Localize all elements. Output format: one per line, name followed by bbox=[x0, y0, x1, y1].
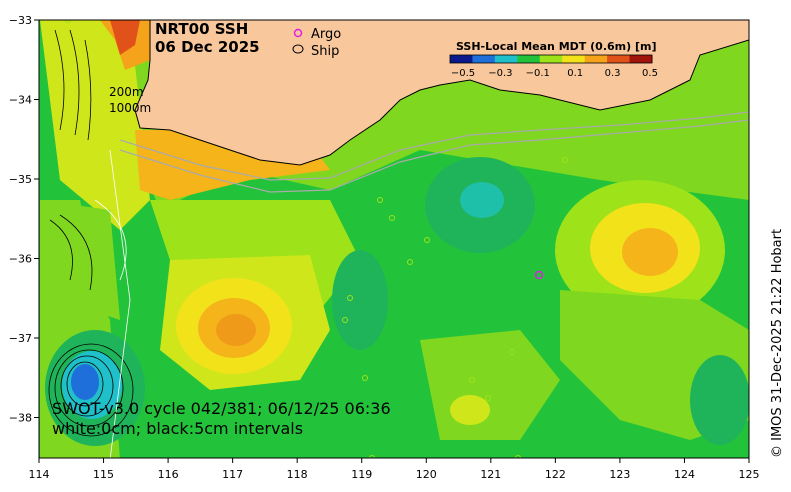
depth-label-1000m: 1000m bbox=[109, 101, 151, 115]
colorbar-tick-label: −0.5 bbox=[451, 68, 475, 79]
ship-legend-label: Ship bbox=[311, 44, 339, 59]
ssh-low-patch-southeast bbox=[690, 355, 749, 445]
y-tick-label: −37 bbox=[9, 332, 32, 345]
x-tick-label: 115 bbox=[93, 468, 114, 481]
colorbar-segment bbox=[450, 55, 473, 63]
x-tick-label: 118 bbox=[287, 468, 308, 481]
colorbar-segment bbox=[607, 55, 631, 63]
argo-legend-label: Argo bbox=[311, 27, 341, 42]
ssh-west-low-core bbox=[71, 364, 99, 400]
isobath-200m bbox=[119, 111, 749, 181]
map-field bbox=[39, 20, 749, 458]
x-tick-label: 114 bbox=[29, 468, 50, 481]
ssh-warm-eddy-core bbox=[216, 314, 256, 346]
colorbar-segment bbox=[629, 55, 653, 63]
x-tick-label: 122 bbox=[545, 468, 566, 481]
y-axis: −33 −34 −35 −36 −37 −38 bbox=[9, 14, 39, 425]
y-tick-label: −33 bbox=[9, 14, 32, 27]
y-tick-label: −34 bbox=[9, 94, 32, 107]
ship-legend-icon bbox=[292, 44, 304, 54]
x-tick-label: 116 bbox=[158, 468, 179, 481]
x-tick-label: 119 bbox=[351, 468, 372, 481]
ssh-small-high-south bbox=[450, 395, 490, 425]
x-tick-label: 117 bbox=[222, 468, 243, 481]
ssh-low-patch-central bbox=[332, 250, 388, 350]
colorbar-title: SSH-Local Mean MDT (0.6m) [m] bbox=[456, 40, 656, 53]
colorbar-tick-label: −0.3 bbox=[488, 68, 512, 79]
colorbar-segment bbox=[539, 55, 563, 63]
x-axis: 114 115 116 117 118 119 120 121 122 123 124 125 bbox=[29, 458, 760, 481]
x-tick-label: 120 bbox=[416, 468, 437, 481]
argo-legend-icon bbox=[293, 28, 303, 38]
swot-annotation-line2: white:0cm; black:5cm intervals bbox=[52, 419, 303, 438]
colorbar-tick-label: 0.5 bbox=[642, 68, 658, 79]
isobath-1000m bbox=[119, 119, 749, 193]
ssh-region-yellowgreen-west bbox=[40, 20, 150, 230]
map-title-line1: NRT00 SSH bbox=[155, 20, 248, 38]
y-tick-label: −35 bbox=[9, 173, 32, 186]
x-tick-label: 125 bbox=[739, 468, 760, 481]
colorbar-ticks: −0.5 −0.3 −0.1 0.1 0.3 0.5 bbox=[451, 68, 658, 79]
imos-credit: © IMOS 31-Dec-2025 21:22 Hobart bbox=[770, 229, 785, 458]
depth-label-200m: 200m bbox=[109, 85, 144, 99]
plot-frame bbox=[38, 19, 750, 459]
x-tick-label: 121 bbox=[480, 468, 501, 481]
map-title-line2: 06 Dec 2025 bbox=[155, 38, 260, 56]
x-tick-label: 123 bbox=[609, 468, 630, 481]
x-tick-label: 124 bbox=[674, 468, 695, 481]
float-markers bbox=[65, 20, 568, 458]
colorbar-segment bbox=[472, 55, 496, 63]
ssh-nw-red-core bbox=[110, 20, 140, 55]
argo-float-marker bbox=[534, 270, 544, 280]
colorbar-tick-label: 0.1 bbox=[567, 68, 583, 79]
colorbar-frame bbox=[449, 54, 653, 64]
ssh-cold-eddy-core bbox=[460, 182, 504, 218]
black-contours bbox=[48, 29, 134, 437]
swot-annotation-line1: SWOT-v3.0 cycle 042/381; 06/12/25 06:36 bbox=[52, 399, 391, 418]
colorbar-segment bbox=[562, 55, 586, 63]
y-tick-label: −38 bbox=[9, 412, 32, 425]
colorbar-tick-label: 0.3 bbox=[605, 68, 621, 79]
colorbar-segment bbox=[584, 55, 608, 63]
colorbar bbox=[449, 54, 653, 64]
y-tick-label: −36 bbox=[9, 253, 32, 266]
colorbar-segment bbox=[517, 55, 541, 63]
colorbar-segment bbox=[494, 55, 518, 63]
ssh-east-eddy-core bbox=[622, 228, 678, 276]
colorbar-tick-label: −0.1 bbox=[526, 68, 550, 79]
white-contours bbox=[94, 149, 131, 458]
